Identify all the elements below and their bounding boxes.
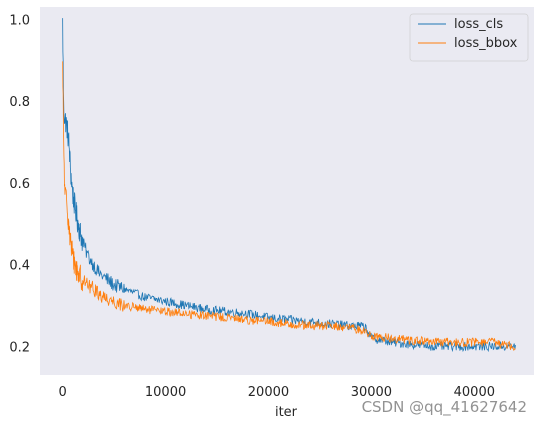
y-tick-label: 1.0 [9,13,30,28]
x-tick-label: 30000 [351,385,392,400]
x-axis-ticks: 0 10000 20000 30000 40000 [59,385,495,400]
y-tick-label: 0.2 [9,340,30,355]
y-tick-label: 0.6 [9,177,30,192]
legend-box [409,13,529,62]
legend: loss_cls loss_bbox [409,13,529,62]
y-axis-ticks: 0.2 0.4 0.6 0.8 1.0 [9,13,30,355]
x-tick-label: 10000 [145,385,186,400]
watermark: CSDN @qq_41627642 [361,398,527,416]
y-tick-label: 0.8 [9,95,30,110]
plot-background [40,7,534,375]
x-tick-label: 0 [59,385,67,400]
x-axis-label: iter [275,405,298,420]
y-tick-label: 0.4 [9,259,30,274]
series-line-loss-bbox [62,61,516,351]
legend-label: loss_cls [454,17,503,32]
legend-label: loss_bbox [454,36,518,51]
series-layer [62,18,516,353]
x-tick-label: 20000 [248,385,289,400]
x-tick-label: 40000 [454,385,495,400]
